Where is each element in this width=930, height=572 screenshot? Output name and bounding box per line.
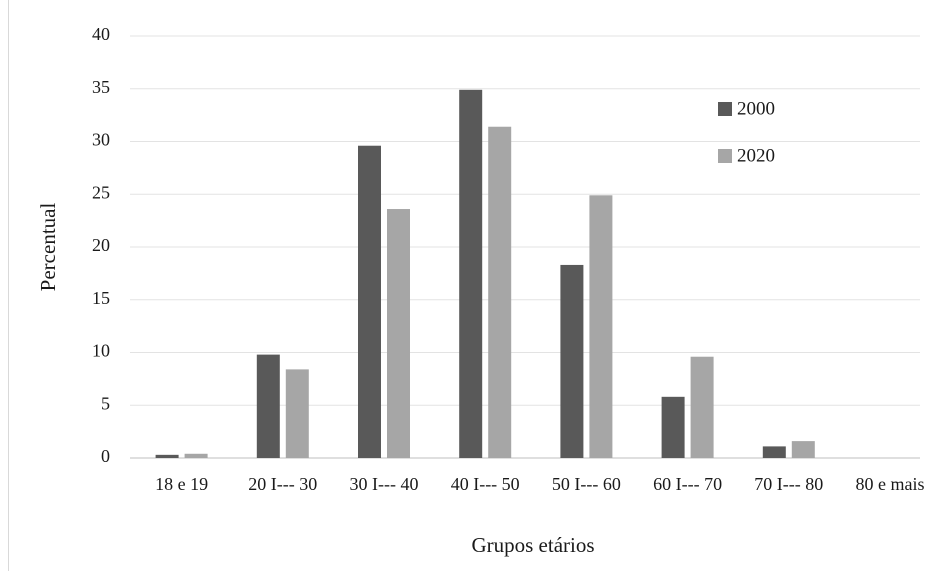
x-axis-title: Grupos etários <box>471 533 594 557</box>
y-tick-label: 10 <box>92 341 110 361</box>
gridlines <box>130 35 920 459</box>
bar-2000-2 <box>358 145 381 458</box>
y-tick-label: 15 <box>92 288 110 308</box>
bar-2020-6 <box>791 441 815 458</box>
y-tick-label: 25 <box>92 182 110 202</box>
chart-frame <box>8 0 930 571</box>
legend-label-2020: 2020 <box>737 145 775 166</box>
bar-2020-3 <box>488 126 512 458</box>
y-tick-label: 20 <box>92 235 110 255</box>
bar-2020-5 <box>690 356 714 458</box>
bars <box>155 89 815 459</box>
bar-2000-4 <box>560 264 584 458</box>
x-tick-label: 40 I--- 50 <box>451 474 520 494</box>
bar-2000-1 <box>256 354 280 458</box>
bar-2020-1 <box>285 369 309 458</box>
x-axis-ticks: 18 e 19 20 I--- 30 30 I--- 40 40 I--- 50 50 … <box>155 474 924 494</box>
y-tick-label: 40 <box>92 24 110 44</box>
legend: 2000 2020 <box>718 98 775 166</box>
x-tick-label: 60 I--- 70 <box>653 474 722 494</box>
legend-swatch-2000 <box>718 102 732 116</box>
x-tick-label: 20 I--- 30 <box>248 474 317 494</box>
x-tick-label: 70 I--- 80 <box>754 474 823 494</box>
y-tick-label: 5 <box>101 393 110 413</box>
x-tick-label: 80 e mais <box>856 474 925 494</box>
x-tick-label: 18 e 19 <box>155 474 208 494</box>
y-tick-label: 0 <box>101 446 110 466</box>
y-tick-label: 30 <box>92 130 110 150</box>
bar-2000-6 <box>762 446 786 458</box>
y-axis-ticks: 0 5 10 15 20 25 30 35 40 <box>92 24 110 466</box>
bar-2020-2 <box>387 209 410 458</box>
x-tick-label: 50 I--- 60 <box>552 474 621 494</box>
y-tick-label: 35 <box>92 77 110 97</box>
bar-2000-0 <box>155 454 179 458</box>
y-axis-title: Percentual <box>36 203 60 292</box>
bar-2000-3 <box>459 89 483 459</box>
legend-label-2000: 2000 <box>737 98 775 119</box>
bar-2020-0 <box>184 453 208 458</box>
legend-swatch-2020 <box>718 149 732 163</box>
bar-2000-5 <box>661 396 685 458</box>
x-tick-label: 30 I--- 40 <box>350 474 419 494</box>
bar-2020-4 <box>589 195 613 458</box>
